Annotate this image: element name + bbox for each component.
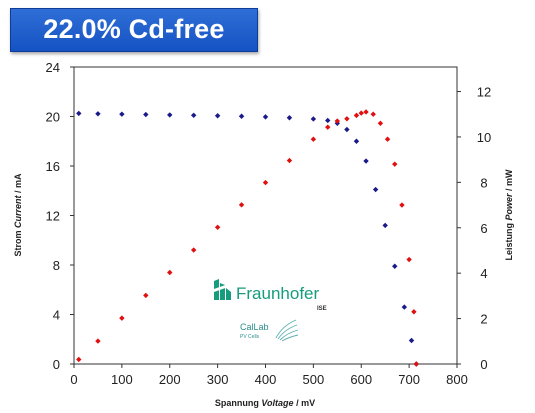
data-point (119, 111, 125, 117)
y-right-tick-label: 4 (480, 266, 487, 281)
data-point (408, 337, 415, 344)
y-right-tick-label: 6 (480, 221, 487, 236)
data-point (363, 158, 369, 164)
fraunhofer-sub: ISE (317, 306, 327, 312)
data-point (238, 113, 245, 119)
data-point (358, 110, 364, 116)
x-tick-label: 500 (303, 372, 325, 387)
data-point (392, 263, 398, 269)
data-point (401, 304, 408, 310)
data-point (310, 116, 317, 122)
x-tick-label: 200 (159, 372, 181, 387)
data-point (190, 112, 197, 118)
y-left-tick-label: 8 (53, 258, 60, 273)
title-banner: 22.0% Cd-free (10, 8, 258, 52)
series-left-axis (76, 110, 420, 367)
callab-logo: CalLab PV Cells (240, 319, 299, 342)
data-point (370, 111, 376, 117)
x-tick-label: 600 (350, 372, 372, 387)
data-point (325, 124, 331, 130)
data-point (353, 138, 360, 144)
fraunhofer-logo: Fraunhofer ISE (213, 279, 327, 312)
data-point (262, 179, 269, 186)
y-right-tick-label: 12 (477, 85, 491, 100)
data-point (286, 157, 293, 164)
y-left-tick-label: 12 (46, 209, 60, 224)
data-point (353, 112, 360, 119)
data-point (392, 161, 398, 167)
data-point (143, 292, 149, 299)
data-point (377, 120, 384, 127)
data-point (325, 117, 331, 124)
data-point (411, 309, 417, 315)
x-tick-label: 700 (398, 372, 420, 387)
data-point (214, 113, 221, 119)
chart-title: 22.0% Cd-free (43, 14, 225, 44)
y-left-tick-label: 16 (46, 159, 60, 174)
series-right-axis (76, 109, 420, 367)
data-point (334, 118, 341, 124)
plot-frame (73, 66, 458, 365)
x-tick-label: 100 (111, 372, 133, 387)
data-point (167, 112, 173, 118)
callab-sub: PV Cells (240, 334, 260, 340)
y-left-tick-label: 20 (46, 110, 60, 125)
x-tick-label: 0 (70, 372, 77, 387)
fraunhofer-name: Fraunhofer (236, 284, 319, 303)
y-right-tick-label: 2 (480, 312, 487, 327)
data-point (406, 256, 412, 263)
y-right-tick-label: 8 (480, 175, 487, 190)
data-point (119, 315, 125, 321)
y-left-tick-label: 24 (46, 60, 60, 75)
data-point (310, 136, 317, 142)
tick-layer: 0 100 200 300 400 500 600 700 800048121620240246… (46, 60, 492, 387)
callab-name: CalLab (240, 322, 269, 332)
data-point (344, 116, 350, 122)
data-point (76, 110, 82, 117)
data-point (95, 111, 101, 117)
data-point (238, 202, 245, 208)
series-layer (76, 109, 420, 367)
data-point (363, 109, 369, 115)
y-right-tick-label: 10 (477, 130, 491, 145)
y-right-tick-label: 0 (480, 357, 487, 372)
data-point (167, 269, 173, 276)
data-point (95, 338, 101, 344)
data-point (76, 356, 82, 363)
x-tick-label: 300 (207, 372, 229, 387)
data-point (143, 111, 149, 118)
y-right-axis-label: Leistung Power / mW (504, 169, 514, 261)
data-point (344, 126, 350, 133)
callab-rays-icon (275, 319, 299, 342)
data-point (413, 361, 420, 367)
data-point (382, 222, 388, 229)
data-point (214, 224, 221, 231)
fraunhofer-emblem-icon (213, 279, 231, 301)
data-point (384, 136, 391, 142)
data-point (262, 114, 269, 120)
x-axis-label: Spannung Voltage / mV (215, 398, 315, 408)
y-left-tick-label: 4 (53, 308, 60, 323)
data-point (190, 247, 197, 253)
y-left-tick-label: 0 (53, 357, 60, 372)
y-left-axis-label: Strom Current / mA (13, 173, 23, 257)
x-tick-label: 800 (446, 372, 468, 387)
x-tick-label: 400 (255, 372, 277, 387)
data-point (286, 115, 293, 121)
data-point (399, 202, 405, 208)
data-point (372, 186, 379, 193)
